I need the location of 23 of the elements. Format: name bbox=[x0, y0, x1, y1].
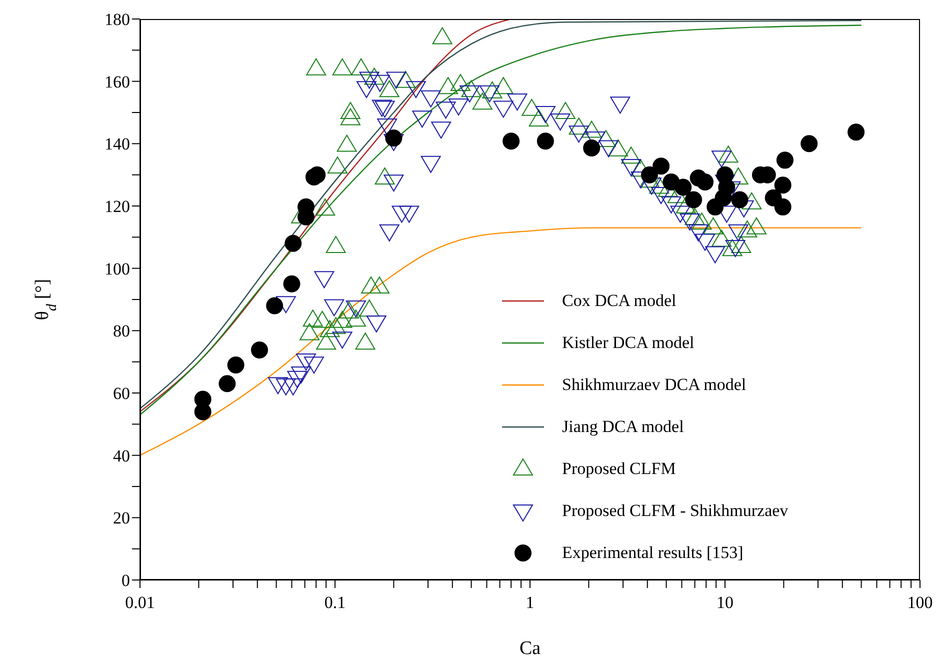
y-tick-label: 0 bbox=[122, 571, 130, 590]
y-tick-label: 80 bbox=[113, 322, 130, 341]
legend-label: Jiang DCA model bbox=[562, 417, 684, 437]
legend-label: Shikhmurzaev DCA model bbox=[562, 375, 746, 395]
legend-label: Proposed CLFM - Shikhmurzaev bbox=[562, 501, 788, 521]
x-tick-label: 0.01 bbox=[125, 593, 155, 612]
y-tick-label: 140 bbox=[104, 134, 130, 154]
legend-label: Proposed CLFM bbox=[562, 459, 676, 479]
y-tick-label: 20 bbox=[113, 508, 130, 528]
y-tick-label: 180 bbox=[104, 10, 130, 30]
x-tick-label: 1 bbox=[526, 593, 534, 612]
y-tick-label: 60 bbox=[113, 384, 130, 404]
legend-label: Cox DCA model bbox=[562, 291, 676, 311]
y-tick-label: 160 bbox=[104, 72, 130, 92]
y-tick-label: 40 bbox=[113, 446, 130, 466]
y-tick-label: 100 bbox=[104, 259, 130, 278]
y-tick-label: 120 bbox=[104, 197, 130, 216]
x-axis-title: Ca bbox=[519, 638, 542, 659]
x-tick-label: 100 bbox=[907, 593, 933, 612]
x-tick-label: 10 bbox=[716, 593, 734, 612]
legend-label: Kistler DCA model bbox=[562, 333, 694, 353]
legend-label: Experimental results [153] bbox=[562, 543, 744, 563]
x-tick-label: 0.1 bbox=[324, 593, 346, 612]
